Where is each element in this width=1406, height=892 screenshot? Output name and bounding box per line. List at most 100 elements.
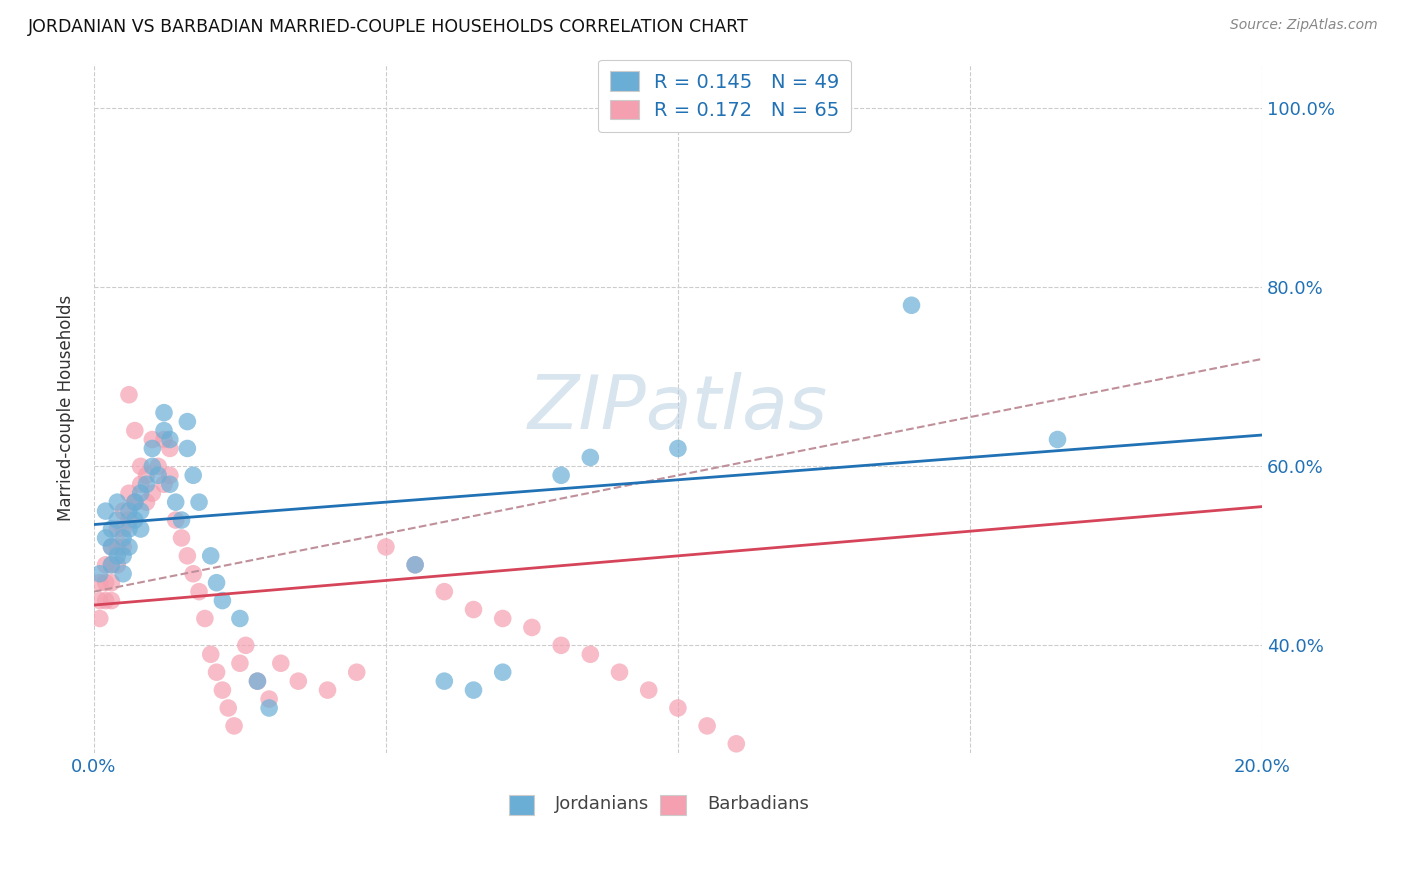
Jordanians: [118, 522, 141, 536]
Jordanians: [105, 495, 128, 509]
Jordanians: [153, 424, 176, 438]
Jordanians: [129, 522, 152, 536]
Barbadians: [118, 388, 141, 402]
Legend: R = 0.145   N = 49, R = 0.172   N = 65: R = 0.145 N = 49, R = 0.172 N = 65: [598, 60, 851, 132]
Jordanians: [100, 522, 122, 536]
Jordanians: [246, 674, 269, 689]
Jordanians: [188, 495, 211, 509]
Barbadians: [159, 442, 181, 456]
Barbadians: [105, 540, 128, 554]
Jordanians: [112, 531, 135, 545]
Barbadians: [165, 513, 187, 527]
Jordanians: [100, 558, 122, 572]
Jordanians: [579, 450, 602, 465]
Barbadians: [112, 522, 135, 536]
Barbadians: [129, 477, 152, 491]
Jordanians: [211, 593, 233, 607]
Barbadians: [270, 657, 292, 671]
Jordanians: [433, 674, 456, 689]
Barbadians: [124, 495, 146, 509]
Barbadians: [246, 674, 269, 689]
Jordanians: [135, 477, 157, 491]
Barbadians: [200, 648, 222, 662]
Jordanians: [89, 566, 111, 581]
Barbadians: [205, 665, 228, 680]
Jordanians: [146, 468, 169, 483]
Jordanians: [124, 495, 146, 509]
Jordanians: [129, 486, 152, 500]
FancyBboxPatch shape: [661, 796, 686, 814]
Jordanians: [105, 513, 128, 527]
Jordanians: [900, 298, 922, 312]
Barbadians: [188, 584, 211, 599]
Barbadians: [112, 504, 135, 518]
Jordanians: [492, 665, 515, 680]
Barbadians: [257, 692, 280, 706]
Barbadians: [94, 593, 117, 607]
Jordanians: [176, 415, 198, 429]
Barbadians: [181, 566, 204, 581]
Barbadians: [696, 719, 718, 733]
Barbadians: [124, 495, 146, 509]
Barbadians: [105, 558, 128, 572]
Jordanians: [200, 549, 222, 563]
Barbadians: [94, 575, 117, 590]
Barbadians: [520, 620, 543, 634]
Jordanians: [129, 504, 152, 518]
Jordanians: [159, 433, 181, 447]
Jordanians: [205, 575, 228, 590]
Barbadians: [129, 459, 152, 474]
Barbadians: [94, 558, 117, 572]
Barbadians: [146, 459, 169, 474]
Text: Jordanians: Jordanians: [555, 796, 650, 814]
Jordanians: [141, 459, 163, 474]
Barbadians: [89, 575, 111, 590]
Barbadians: [346, 665, 368, 680]
Jordanians: [176, 442, 198, 456]
Barbadians: [211, 683, 233, 698]
Barbadians: [579, 648, 602, 662]
Barbadians: [194, 611, 217, 625]
Text: ZIPatlas: ZIPatlas: [527, 372, 828, 444]
Jordanians: [170, 513, 193, 527]
Jordanians: [112, 549, 135, 563]
Jordanians: [118, 540, 141, 554]
Jordanians: [165, 495, 187, 509]
Jordanians: [159, 477, 181, 491]
Barbadians: [135, 468, 157, 483]
Barbadians: [725, 737, 748, 751]
Jordanians: [112, 566, 135, 581]
Jordanians: [94, 504, 117, 518]
Text: JORDANIAN VS BARBADIAN MARRIED-COUPLE HOUSEHOLDS CORRELATION CHART: JORDANIAN VS BARBADIAN MARRIED-COUPLE HO…: [28, 18, 749, 36]
Text: Barbadians: Barbadians: [707, 796, 808, 814]
Barbadians: [287, 674, 309, 689]
Jordanians: [1046, 433, 1069, 447]
Barbadians: [316, 683, 339, 698]
Barbadians: [222, 719, 245, 733]
Barbadians: [550, 638, 572, 652]
Barbadians: [153, 477, 176, 491]
Jordanians: [463, 683, 485, 698]
Barbadians: [463, 602, 485, 616]
Jordanians: [153, 406, 176, 420]
Jordanians: [141, 442, 163, 456]
Barbadians: [153, 433, 176, 447]
Barbadians: [105, 522, 128, 536]
Barbadians: [176, 549, 198, 563]
Jordanians: [100, 540, 122, 554]
Jordanians: [105, 549, 128, 563]
Jordanians: [404, 558, 426, 572]
Barbadians: [492, 611, 515, 625]
Barbadians: [118, 513, 141, 527]
Barbadians: [229, 657, 252, 671]
Jordanians: [229, 611, 252, 625]
Barbadians: [118, 486, 141, 500]
Barbadians: [666, 701, 689, 715]
Barbadians: [217, 701, 239, 715]
Jordanians: [550, 468, 572, 483]
Barbadians: [135, 495, 157, 509]
Barbadians: [89, 593, 111, 607]
Text: Source: ZipAtlas.com: Source: ZipAtlas.com: [1230, 18, 1378, 32]
Barbadians: [112, 540, 135, 554]
Barbadians: [124, 424, 146, 438]
